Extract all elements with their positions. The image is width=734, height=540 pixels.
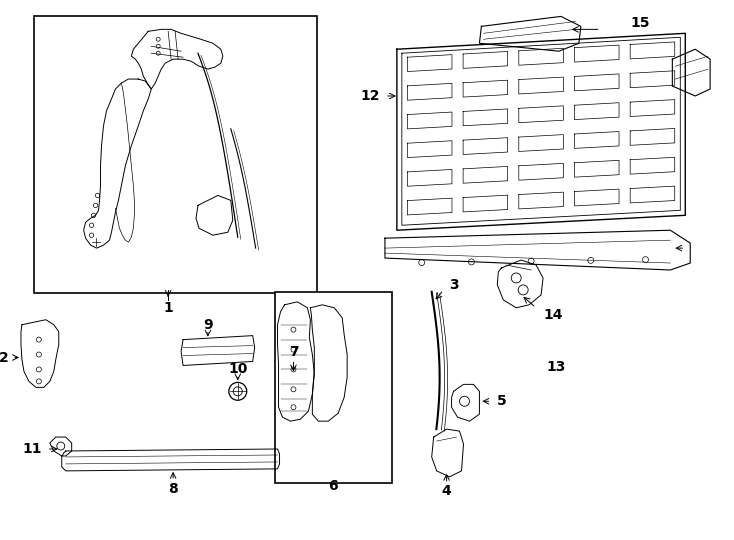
Text: 12: 12 (360, 89, 380, 103)
Text: 13: 13 (546, 361, 566, 374)
Text: 9: 9 (203, 318, 213, 332)
Bar (275, 292, 392, 483)
Text: 8: 8 (168, 482, 178, 496)
Text: 7: 7 (288, 345, 298, 359)
Text: 15: 15 (631, 16, 650, 30)
Text: 5: 5 (498, 394, 507, 408)
Text: 11: 11 (22, 442, 42, 456)
Text: 14: 14 (543, 308, 562, 322)
Text: 4: 4 (442, 484, 451, 498)
Text: 10: 10 (228, 362, 247, 376)
Bar (34, 16, 317, 293)
Text: 6: 6 (328, 479, 338, 493)
Text: 1: 1 (163, 301, 173, 315)
Text: 2: 2 (0, 350, 9, 365)
Text: 3: 3 (450, 278, 459, 292)
